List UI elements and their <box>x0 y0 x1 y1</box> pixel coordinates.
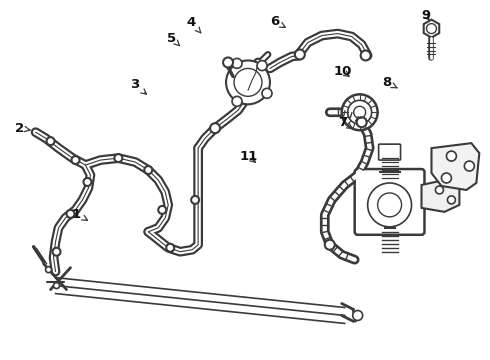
Circle shape <box>232 96 242 106</box>
Text: 3: 3 <box>130 78 147 94</box>
Circle shape <box>357 117 367 127</box>
FancyBboxPatch shape <box>355 169 424 235</box>
Circle shape <box>295 50 305 59</box>
Circle shape <box>46 267 51 273</box>
Circle shape <box>191 196 199 204</box>
Circle shape <box>47 137 54 145</box>
Circle shape <box>226 60 270 104</box>
Circle shape <box>232 58 242 68</box>
Text: 6: 6 <box>270 15 285 28</box>
Circle shape <box>353 310 363 320</box>
Text: 7: 7 <box>338 116 353 129</box>
Circle shape <box>114 154 122 162</box>
Circle shape <box>144 166 152 174</box>
Circle shape <box>158 206 166 214</box>
Circle shape <box>210 123 220 133</box>
Circle shape <box>447 196 455 204</box>
Text: 5: 5 <box>167 32 179 46</box>
Text: 4: 4 <box>187 16 201 33</box>
FancyBboxPatch shape <box>379 144 400 160</box>
Circle shape <box>223 58 233 67</box>
Text: 9: 9 <box>421 9 430 22</box>
Text: 10: 10 <box>334 65 352 78</box>
Circle shape <box>436 186 443 194</box>
Circle shape <box>257 60 267 71</box>
Circle shape <box>262 88 272 98</box>
Text: 1: 1 <box>72 208 87 221</box>
Polygon shape <box>421 180 460 212</box>
Circle shape <box>67 210 74 218</box>
Circle shape <box>166 244 174 252</box>
Circle shape <box>446 151 456 161</box>
Circle shape <box>52 248 61 256</box>
Text: 8: 8 <box>382 76 397 89</box>
Circle shape <box>361 50 370 60</box>
Circle shape <box>342 94 378 130</box>
Text: 2: 2 <box>15 122 30 135</box>
Circle shape <box>441 173 451 183</box>
Circle shape <box>53 283 59 289</box>
Circle shape <box>83 178 92 186</box>
Text: 11: 11 <box>240 150 258 163</box>
Circle shape <box>72 156 79 164</box>
Circle shape <box>325 240 335 250</box>
Circle shape <box>465 161 474 171</box>
Polygon shape <box>432 143 479 190</box>
